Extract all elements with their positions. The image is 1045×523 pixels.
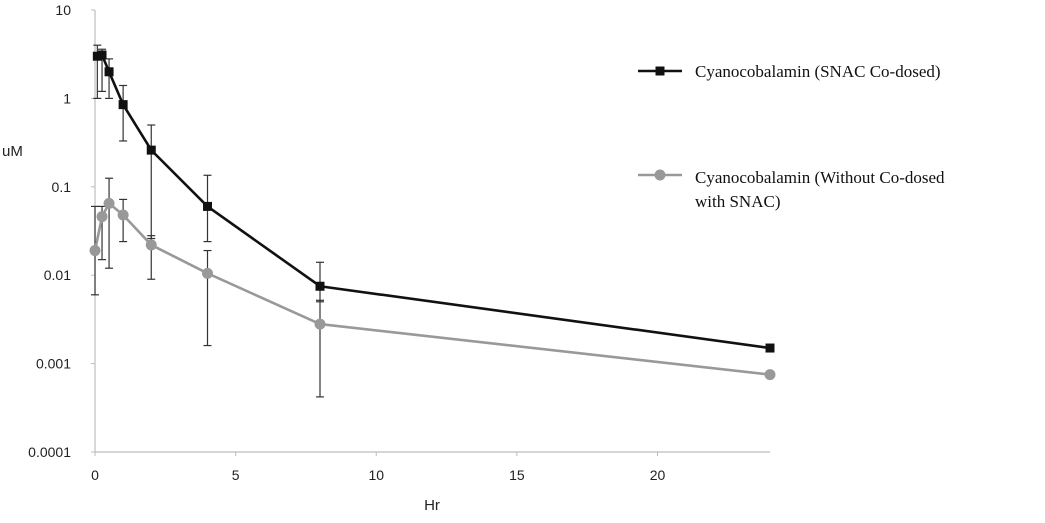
data-point xyxy=(315,281,325,291)
error-bar xyxy=(119,84,128,142)
plot-area xyxy=(89,44,776,398)
legend-marker xyxy=(654,169,666,181)
y-tick-label: 1 xyxy=(63,90,71,106)
data-point xyxy=(314,318,326,330)
data-point xyxy=(203,201,212,211)
legend-label: Cyanocobalamin (SNAC Co-dosed) xyxy=(695,62,941,81)
data-point xyxy=(202,267,213,279)
legend-label: Cyanocobalamin (Without Co-dosed xyxy=(695,168,945,187)
error-bar xyxy=(316,299,324,398)
error-bar xyxy=(203,249,212,347)
error-bar xyxy=(119,198,128,243)
legend: Cyanocobalamin (SNAC Co-dosed) Cyanocobal… xyxy=(638,62,945,211)
y-tick-label: 0.1 xyxy=(52,179,72,195)
error-bar xyxy=(105,177,114,269)
x-ticks: 0 5 10 15 20 xyxy=(91,452,665,483)
legend-item: Cyanocobalamin (Without Co-dosed with SNA… xyxy=(638,168,945,211)
error-bar xyxy=(147,124,156,240)
data-point xyxy=(117,209,129,221)
x-tick-label: 10 xyxy=(368,467,384,483)
data-point xyxy=(103,197,115,209)
x-axis-title: Hr xyxy=(424,497,440,514)
y-tick-label: 10 xyxy=(55,2,71,18)
x-tick-label: 0 xyxy=(91,467,99,483)
data-point xyxy=(145,239,157,251)
axes xyxy=(94,10,770,453)
x-tick-label: 20 xyxy=(650,467,666,483)
data-point xyxy=(92,51,102,61)
data-point xyxy=(764,369,776,381)
y-tick-label: 0.01 xyxy=(44,267,71,283)
data-point xyxy=(89,245,101,257)
data-point xyxy=(765,343,775,353)
series-1 xyxy=(92,44,775,353)
series-line xyxy=(96,53,771,350)
data-point xyxy=(96,211,108,223)
legend-label: with SNAC) xyxy=(695,192,780,211)
legend-marker xyxy=(655,66,665,76)
x-tick-label: 15 xyxy=(509,467,525,483)
y-tick-label: 0.001 xyxy=(36,356,71,372)
data-point xyxy=(146,145,156,155)
legend-item: Cyanocobalamin (SNAC Co-dosed) xyxy=(638,62,941,81)
y-ticks: 0.0001 0.001 0.01 0.1 1 10 xyxy=(28,2,95,460)
y-axis-title: uM xyxy=(2,143,23,160)
y-tick-label: 0.0001 xyxy=(28,444,71,460)
data-point xyxy=(104,67,114,77)
data-point xyxy=(118,100,128,110)
x-tick-label: 5 xyxy=(232,467,240,483)
series-line xyxy=(93,202,771,376)
series-2 xyxy=(89,177,776,398)
data-point xyxy=(97,50,107,60)
